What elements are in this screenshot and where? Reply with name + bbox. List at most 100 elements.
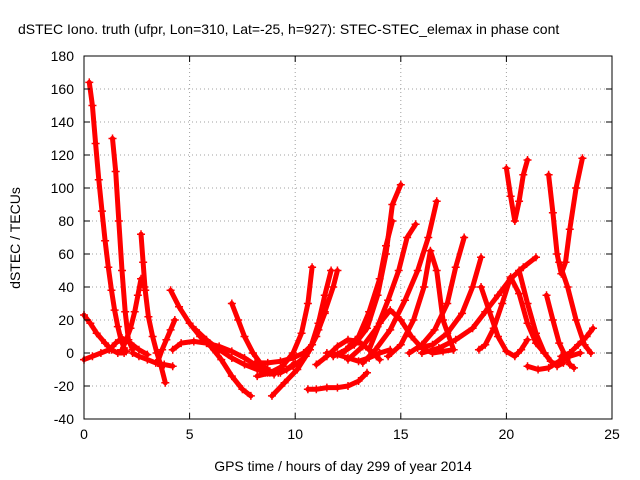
data-point <box>161 378 170 387</box>
data-point <box>430 325 439 334</box>
y-tick-label: 120 <box>51 147 75 163</box>
data-point <box>572 184 581 192</box>
data-point <box>139 258 148 267</box>
data-point <box>280 378 289 387</box>
data-point <box>502 164 511 173</box>
y-tick-label: 60 <box>58 246 74 262</box>
data-point <box>114 217 123 225</box>
data-point <box>143 355 152 364</box>
data-point <box>407 332 416 341</box>
data-point <box>358 342 367 351</box>
data-point <box>320 291 329 300</box>
data-point <box>101 339 110 348</box>
data-point <box>88 101 97 110</box>
data-point <box>373 291 382 300</box>
data-point <box>96 349 105 357</box>
data-point <box>523 299 532 308</box>
data-point <box>202 335 211 344</box>
data-point <box>540 349 549 357</box>
data-point <box>515 197 524 206</box>
data-point <box>578 154 587 163</box>
series-27 <box>413 253 486 353</box>
data-point <box>170 316 179 324</box>
data-point <box>555 357 564 366</box>
data-point <box>451 335 460 344</box>
data-point <box>238 385 247 394</box>
data-point <box>548 208 557 217</box>
data-point <box>344 335 352 344</box>
data-point <box>153 357 162 366</box>
data-point <box>191 325 200 334</box>
data-point <box>227 372 236 381</box>
data-point <box>506 273 515 282</box>
data-point <box>394 266 403 275</box>
data-point <box>94 175 103 184</box>
series-17 <box>303 368 372 394</box>
data-point <box>474 345 483 354</box>
series-trace <box>503 157 530 224</box>
data-point <box>166 286 175 295</box>
data-point <box>569 363 578 372</box>
data-point <box>276 368 285 377</box>
data-point <box>443 299 452 308</box>
series-trace <box>406 235 467 356</box>
data-point <box>144 312 153 321</box>
axis-ticks: 0 5 10 15 20 25 -40 -20 0 20 40 60 80 100 120 140 160 180 <box>51 48 620 442</box>
data-point <box>409 316 418 324</box>
data-point <box>477 283 486 291</box>
data-point <box>101 236 110 245</box>
data-point <box>312 332 321 341</box>
data-point <box>534 365 543 374</box>
data-point <box>329 283 338 291</box>
data-point <box>111 339 120 348</box>
data-point <box>308 263 317 272</box>
data-point <box>301 352 310 361</box>
data-point <box>312 360 321 369</box>
data-point <box>565 352 574 361</box>
series-16 <box>276 266 342 377</box>
data-point <box>215 345 224 354</box>
data-point <box>519 263 528 272</box>
data-point <box>413 344 422 353</box>
data-point <box>388 200 397 209</box>
data-point <box>384 352 393 361</box>
y-tick-label: 80 <box>58 213 74 229</box>
data-point <box>460 233 469 242</box>
data-point <box>434 344 443 353</box>
data-point <box>458 309 467 318</box>
data-point <box>386 325 395 334</box>
data-point <box>333 342 342 351</box>
data-point <box>432 266 441 275</box>
data-point <box>177 339 186 348</box>
y-tick-label: 160 <box>51 81 75 97</box>
data-point <box>523 362 532 371</box>
data-point <box>168 362 177 371</box>
data-point <box>107 286 116 295</box>
data-point <box>267 391 276 400</box>
data-point <box>519 170 528 179</box>
data-point <box>234 316 243 324</box>
data-point <box>555 339 564 348</box>
data-point <box>531 253 540 262</box>
data-point <box>531 329 540 338</box>
data-point <box>510 217 519 225</box>
data-point <box>396 180 405 189</box>
series-22 <box>344 220 420 364</box>
data-point <box>108 134 117 143</box>
data-point <box>375 349 384 357</box>
series-29 <box>477 283 532 361</box>
data-point <box>246 391 255 400</box>
data-point <box>555 258 564 267</box>
data-point <box>162 335 171 344</box>
y-tick-label: 40 <box>58 279 74 295</box>
data-point <box>134 352 143 361</box>
data-point <box>420 283 429 291</box>
data-point <box>217 355 226 364</box>
data-point <box>265 368 274 377</box>
data-point <box>396 340 405 349</box>
data-point <box>253 372 262 381</box>
data-point <box>588 324 597 333</box>
data-point <box>565 360 574 369</box>
y-tick-label: 100 <box>51 180 75 196</box>
y-tick-label: 180 <box>51 48 75 64</box>
